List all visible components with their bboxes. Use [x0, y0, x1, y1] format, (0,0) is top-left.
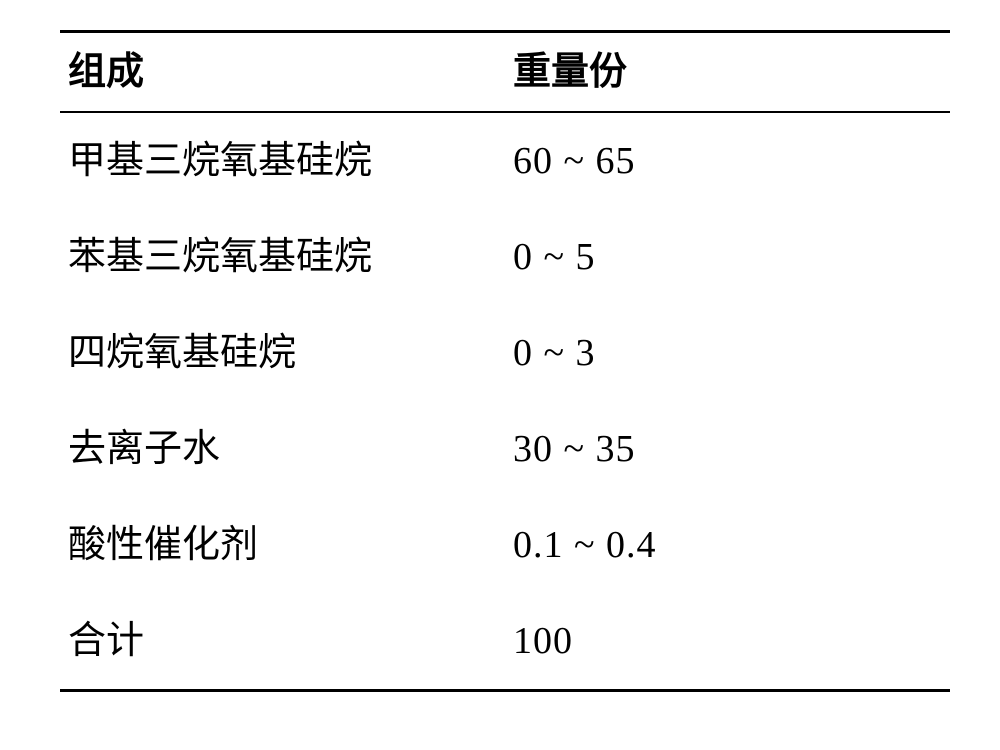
- table-row-total: 合计 100: [60, 593, 950, 691]
- composition-table: 组成 重量份 甲基三烷氧基硅烷 60 ~ 65 苯基三烷氧基硅烷 0 ~ 5 四…: [60, 30, 950, 692]
- cell-value: 0.1 ~ 0.4: [505, 497, 950, 593]
- cell-name: 合计: [60, 593, 505, 691]
- table-row: 四烷氧基硅烷 0 ~ 3: [60, 305, 950, 401]
- cell-name: 四烷氧基硅烷: [60, 305, 505, 401]
- composition-table-page: 组成 重量份 甲基三烷氧基硅烷 60 ~ 65 苯基三烷氧基硅烷 0 ~ 5 四…: [0, 0, 1000, 750]
- cell-name: 酸性催化剂: [60, 497, 505, 593]
- table-row: 酸性催化剂 0.1 ~ 0.4: [60, 497, 950, 593]
- cell-value: 60 ~ 65: [505, 112, 950, 209]
- table-row: 去离子水 30 ~ 35: [60, 401, 950, 497]
- col-header-composition: 组成: [60, 32, 505, 113]
- cell-value: 0 ~ 5: [505, 209, 950, 305]
- table-row: 苯基三烷氧基硅烷 0 ~ 5: [60, 209, 950, 305]
- table-row: 甲基三烷氧基硅烷 60 ~ 65: [60, 112, 950, 209]
- cell-value: 100: [505, 593, 950, 691]
- cell-value: 0 ~ 3: [505, 305, 950, 401]
- col-header-weight: 重量份: [505, 32, 950, 113]
- cell-name: 苯基三烷氧基硅烷: [60, 209, 505, 305]
- cell-value: 30 ~ 35: [505, 401, 950, 497]
- table-header-row: 组成 重量份: [60, 32, 950, 113]
- cell-name: 甲基三烷氧基硅烷: [60, 112, 505, 209]
- cell-name: 去离子水: [60, 401, 505, 497]
